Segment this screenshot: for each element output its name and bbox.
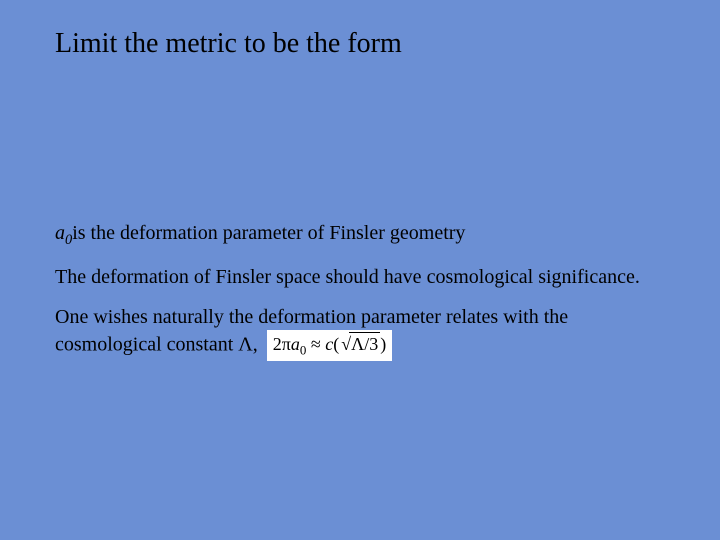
formula-pi: π: [282, 334, 291, 354]
formula-sqrt-inner: Λ/3: [349, 332, 380, 356]
param-line-rest: is the deformation parameter of Finsler …: [72, 222, 465, 244]
formula-close: ): [380, 334, 386, 354]
formula-approx: ≈: [311, 334, 321, 354]
a0-var: a: [55, 222, 65, 244]
formula-coeff: 2: [273, 334, 282, 354]
significance-line: The deformation of Finsler space should …: [55, 264, 665, 290]
sqrt-icon: Λ/3: [339, 332, 380, 356]
formula-a-sub: 0: [300, 342, 306, 357]
slide-title: Limit the metric to be the form: [55, 28, 665, 60]
formula-box: 2πa0 ≈ c(Λ/3): [267, 330, 392, 361]
param-line: a0is the deformation parameter of Finsle…: [55, 220, 665, 250]
formula-a: a: [291, 334, 300, 354]
constant-line: One wishes naturally the deformation par…: [55, 304, 665, 361]
